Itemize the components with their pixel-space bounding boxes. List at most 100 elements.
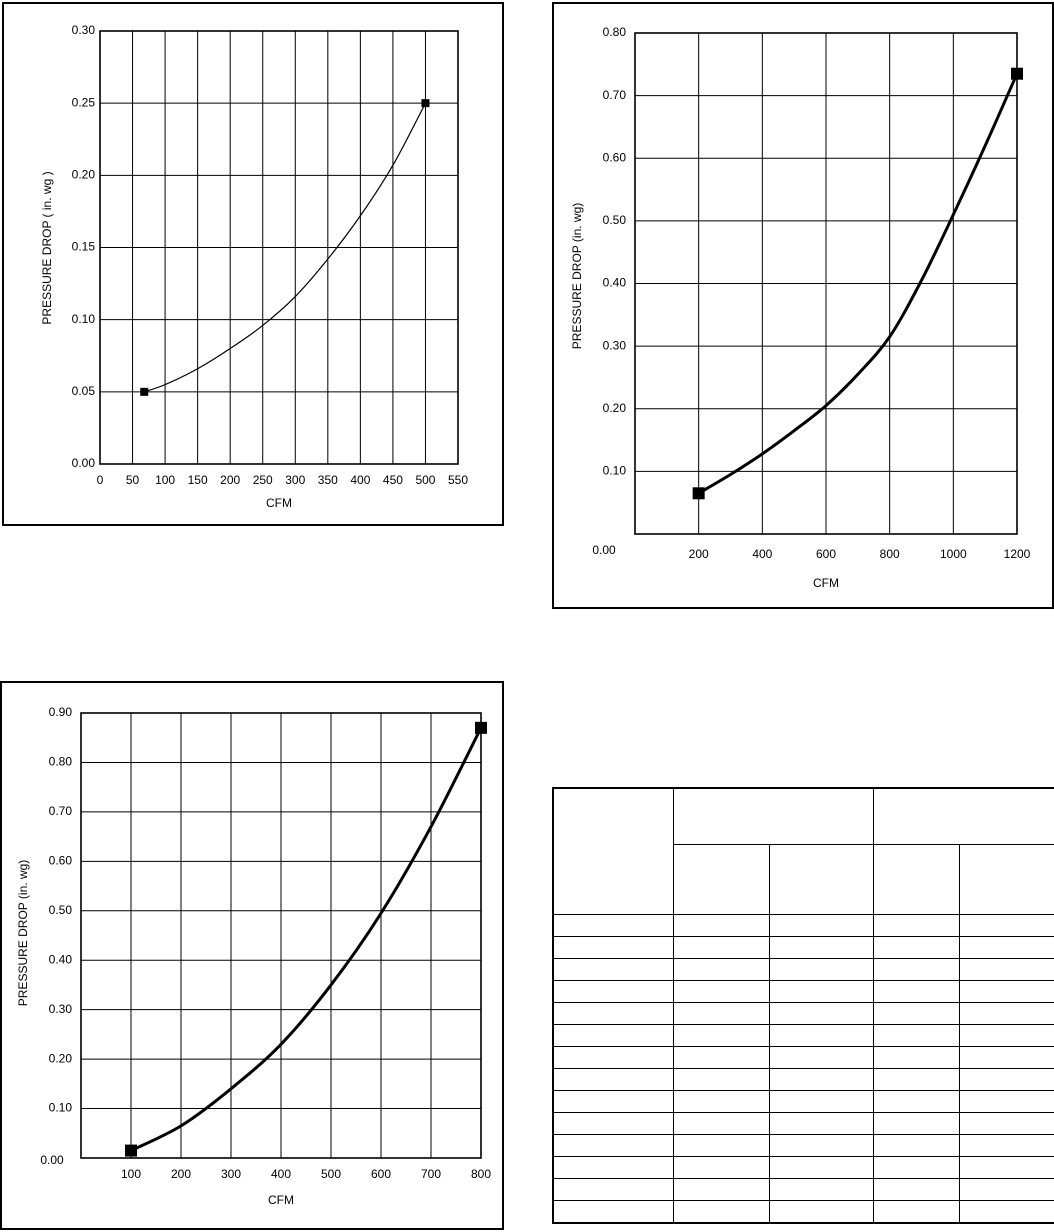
table-cell <box>552 1200 674 1224</box>
y-tick-label: 0.80 <box>603 25 627 39</box>
x-tick-label: 200 <box>171 1167 191 1181</box>
x-tick-label: 100 <box>155 473 175 487</box>
table-row <box>552 913 1054 937</box>
y-tick-label: 0.20 <box>72 168 96 182</box>
table-cell <box>768 935 874 959</box>
y-zero-label: 0.00 <box>592 543 616 557</box>
table-cell <box>768 1178 874 1202</box>
table-cell <box>552 913 674 937</box>
table-cell <box>872 935 960 959</box>
table-cell <box>872 1134 960 1158</box>
grid-lines <box>635 32 1018 534</box>
table-row <box>552 979 1054 1003</box>
table-cell <box>768 1134 874 1158</box>
table-cell <box>958 1024 1054 1048</box>
table-row <box>552 957 1054 981</box>
pressure-drop-chart-1: 0 50 100 150 200 250 300 350 400 450 500 550 0.00 0.0… <box>2 2 504 526</box>
table-cell <box>768 1024 874 1048</box>
table-header-cell <box>672 787 874 845</box>
table-header-cell <box>958 843 1054 915</box>
table-cell <box>672 1046 770 1070</box>
table-row <box>552 1090 1054 1114</box>
x-tick-label: 150 <box>188 473 208 487</box>
table-header-cell <box>768 843 874 915</box>
table-cell <box>872 1090 960 1114</box>
y-tick-label: 0.00 <box>72 456 96 470</box>
y-axis-title: PRESSURE DROP (in. wg) <box>16 860 30 1006</box>
y-tick-label: 0.25 <box>72 95 96 109</box>
table-row <box>552 1112 1054 1136</box>
y-tick-label: 0.05 <box>72 384 96 398</box>
table-header-cell <box>872 843 960 915</box>
data-point-marker <box>1011 67 1023 80</box>
data-point-marker <box>140 387 149 396</box>
y-axis-title: PRESSURE DROP (in. wg) <box>570 203 584 349</box>
y-tick-label: 0.10 <box>603 464 627 478</box>
y-tick-label: 0.20 <box>603 401 627 415</box>
table-cell <box>552 1046 674 1070</box>
table-cell <box>672 957 770 981</box>
x-tick-label: 600 <box>371 1167 391 1181</box>
table-cell <box>958 935 1054 959</box>
y-tick-label: 0.10 <box>49 1101 73 1115</box>
table-cell <box>958 913 1054 937</box>
y-tick-label: 0.40 <box>49 952 73 966</box>
y-tick-label: 0.90 <box>49 705 73 719</box>
table-cell <box>958 1134 1054 1158</box>
x-tick-label: 200 <box>689 547 709 561</box>
blank-data-table <box>552 787 1054 1224</box>
table-cell <box>552 1090 674 1114</box>
pressure-drop-chart-3: 100 200 300 400 500 600 700 800 0.10 0.20 0.30 0.40… <box>0 681 504 1230</box>
table-cell <box>958 1001 1054 1026</box>
y-tick-label: 0.20 <box>49 1051 73 1065</box>
y-tick-label: 0.50 <box>49 903 73 917</box>
table-row <box>552 1046 1054 1070</box>
table-cell <box>552 1024 674 1048</box>
table-header-row-2 <box>553 843 1054 915</box>
table-cell <box>552 957 674 981</box>
data-point-marker <box>692 487 705 500</box>
x-tick-label: 550 <box>448 473 468 487</box>
data-point-marker <box>475 721 487 734</box>
table-cell <box>672 1090 770 1114</box>
pressure-drop-curve <box>144 102 426 393</box>
table-cell <box>872 957 960 981</box>
table-header-cell <box>552 787 674 915</box>
x-tick-label: 600 <box>816 547 836 561</box>
table-cell <box>672 913 770 937</box>
table-row <box>552 935 1054 959</box>
chart-1-svg: 0 50 100 150 200 250 300 350 400 450 500 550 0.00 0.0… <box>40 23 468 510</box>
data-point-marker <box>421 99 430 108</box>
plot-frame <box>634 32 1018 535</box>
plot-frame <box>99 30 459 465</box>
table-cell <box>768 1156 874 1180</box>
table-cell <box>672 1178 770 1202</box>
table-cell <box>872 1156 960 1180</box>
table-cell <box>672 1156 770 1180</box>
pressure-drop-curve <box>130 727 483 1152</box>
x-axis-title: CFM <box>813 576 839 590</box>
table-cell <box>958 1156 1054 1180</box>
table-cell <box>672 1068 770 1092</box>
x-axis-title: CFM <box>268 1193 294 1207</box>
x-tick-label: 0 <box>97 473 104 487</box>
table-cell <box>552 1178 674 1202</box>
x-tick-label: 100 <box>121 1167 141 1181</box>
table-cell <box>768 1001 874 1026</box>
table-cell <box>552 1112 674 1136</box>
grid-lines <box>81 712 482 1158</box>
table-cell <box>552 1068 674 1092</box>
table-cell <box>872 1178 960 1202</box>
y-tick-label: 0.70 <box>49 804 73 818</box>
plot-frame <box>80 712 482 1159</box>
x-tick-label: 50 <box>126 473 140 487</box>
table-cell <box>768 957 874 981</box>
table-cell <box>768 1068 874 1092</box>
table-row <box>552 1134 1054 1158</box>
y-tick-label: 0.10 <box>72 312 96 326</box>
table-header-cell <box>872 787 1054 845</box>
y-axis-title: PRESSURE DROP ( in. wg ) <box>40 171 54 324</box>
table-cell <box>768 1090 874 1114</box>
x-tick-label: 700 <box>421 1167 441 1181</box>
y-tick-label: 0.60 <box>49 854 73 868</box>
